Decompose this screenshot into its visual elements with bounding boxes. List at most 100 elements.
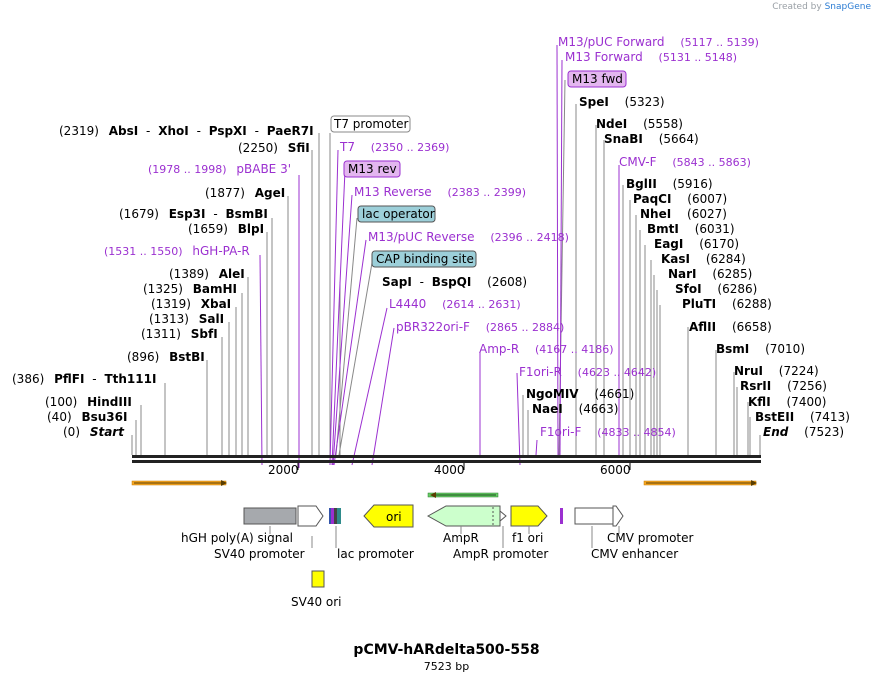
site-ngomiv: NgoMIV (4661) bbox=[526, 387, 634, 401]
t7-mark bbox=[329, 508, 331, 524]
site-sali: (1313) SalI bbox=[149, 312, 224, 326]
site-blpi: (1659) BlpI bbox=[188, 222, 264, 236]
cmv-promoter-shape bbox=[612, 505, 624, 527]
leader-m13puc-forward bbox=[556, 44, 559, 456]
site-sbfi: (1311) SbfI bbox=[141, 327, 218, 341]
site-bstbi: (896) BstBI bbox=[127, 350, 205, 364]
site-end: End (7523) bbox=[763, 425, 844, 439]
feature-leaders bbox=[269, 526, 620, 548]
primer-cmv-f: CMV-F (5843 .. 5863) bbox=[619, 155, 751, 169]
ori-label: ori bbox=[386, 510, 402, 524]
site-naei: NaeI (4663) bbox=[532, 402, 618, 416]
middle-labels: T7 promoter T7 (2350 .. 2369) M13 rev M1… bbox=[330, 115, 676, 439]
site-kfli: KflI (7400) bbox=[748, 395, 826, 409]
tick-label-2000: 2000 bbox=[268, 463, 299, 477]
feature-t7-promoter: T7 promoter bbox=[333, 117, 409, 131]
site-pluti: PluTI (6288) bbox=[682, 297, 772, 311]
site-bglii: BglII (5916) bbox=[626, 177, 713, 191]
site-start: (0) Start bbox=[63, 425, 125, 439]
feature-label-ampr: AmpR bbox=[443, 531, 479, 545]
m13-fwd-box bbox=[567, 70, 627, 88]
primer-l4440: L4440 (2614 .. 2631) bbox=[389, 297, 521, 311]
site-pflfi: (386) PflFI - Tth111I bbox=[12, 372, 156, 386]
site-esp3i: (1679) Esp3I - BsmBI bbox=[119, 207, 268, 221]
strand-arrows bbox=[131, 480, 757, 498]
backbone-bottom-strand bbox=[132, 460, 761, 463]
left-primers: (1978 .. 1998) pBABE 3' (1531 .. 1550) h… bbox=[104, 162, 291, 258]
site-aflii: AflII (6658) bbox=[689, 320, 772, 334]
leader-m13-rev bbox=[331, 169, 346, 466]
feature-label-f1-ori: f1 ori bbox=[512, 531, 543, 545]
leader-m13-forward bbox=[559, 59, 563, 456]
primer-m13puc-reverse: M13/pUC Reverse (2396 .. 2418) bbox=[368, 230, 569, 244]
backbone-top-strand bbox=[132, 455, 761, 458]
feature-label-cmv-promoter: CMV promoter bbox=[607, 531, 694, 545]
site-ndei: NdeI (5558) bbox=[596, 117, 683, 131]
leader-hgh-pa-r bbox=[259, 254, 263, 466]
site-snabi: SnaBI (5664) bbox=[604, 132, 699, 146]
tick-label-6000: 6000 bbox=[600, 463, 631, 477]
primer-m13puc-forward: M13/pUC Forward (5117 .. 5139) bbox=[558, 35, 759, 49]
site-hindiii: (100) HindIII bbox=[45, 395, 132, 409]
leader-m13puc-reverse bbox=[333, 239, 367, 466]
plasmid-name: pCMV-hARdelta500-558 bbox=[353, 642, 540, 658]
credit-prefix: Created by bbox=[772, 2, 822, 12]
features: ori bbox=[243, 504, 624, 588]
leader-t7 bbox=[329, 149, 339, 466]
m13-rev-mark bbox=[331, 508, 334, 524]
sv40-promoter-shape bbox=[297, 505, 324, 527]
feature-label-cmv-enhancer: CMV enhancer bbox=[591, 547, 678, 561]
primer-m13-forward: M13 Forward (5131 .. 5148) bbox=[565, 50, 737, 64]
cap-site-box bbox=[371, 250, 477, 268]
primer-m13-fwd: M13 fwd bbox=[572, 72, 623, 86]
primer-m13-rev: M13 rev bbox=[348, 162, 397, 176]
site-kasi: KasI (6284) bbox=[661, 252, 746, 266]
primer-f1ori-f: F1ori-F (4833 .. 4854) bbox=[540, 425, 676, 439]
primer-m13-reverse: M13 Reverse (2383 .. 2399) bbox=[354, 185, 526, 199]
site-bsmi: BsmI (7010) bbox=[716, 342, 805, 356]
feature-cap-binding-site: CAP binding site bbox=[376, 252, 474, 266]
ampr-shape bbox=[426, 505, 501, 527]
lac-promoter-mark bbox=[337, 508, 341, 524]
site-nhei: NheI (6027) bbox=[640, 207, 727, 221]
feature-lac-operator: lac operator bbox=[362, 207, 435, 221]
primer-t7: T7 (2350 .. 2369) bbox=[339, 140, 449, 154]
site-bmti: BmtI (6031) bbox=[647, 222, 735, 236]
lac-operator-mark bbox=[334, 508, 337, 524]
snapgene-credit: Created by SnapGene bbox=[772, 2, 871, 12]
backbone: 2000 4000 6000 bbox=[132, 455, 761, 477]
lac-operator-box bbox=[357, 205, 436, 223]
hgh-polya-shape bbox=[243, 507, 297, 525]
leader-f1ori-r bbox=[516, 372, 521, 466]
cmv-enhancer-shape bbox=[574, 507, 614, 525]
plasmid-length: 7523 bp bbox=[423, 660, 470, 673]
site-absi: (2319) AbsI - XhoI - PspXI - PaeR7I bbox=[59, 124, 314, 138]
sv40-ori-shape bbox=[311, 570, 325, 588]
feature-label-sv40-promoter: SV40 promoter bbox=[214, 547, 305, 561]
leader-pbr322ori-f bbox=[371, 327, 395, 466]
feature-label-ampr-promoter: AmpR promoter bbox=[453, 547, 548, 561]
feature-label-lac-promoter: lac promoter bbox=[337, 547, 414, 561]
feature-label-hgh-polya: hGH poly(A) signal bbox=[181, 531, 293, 545]
ampr-promoter-shape bbox=[499, 509, 507, 523]
site-sfoi: SfoI (6286) bbox=[675, 282, 757, 296]
site-xbai: (1319) XbaI bbox=[151, 297, 231, 311]
site-bamhi: (1325) BamHI bbox=[143, 282, 237, 296]
site-rsrii: RsrII (7256) bbox=[740, 379, 827, 393]
site-paqci: PaqCI (6007) bbox=[633, 192, 727, 206]
site-bsteii: BstEII (7413) bbox=[755, 410, 850, 424]
primer-f1ori-r: F1ori-R (4623 .. 4642) bbox=[519, 365, 656, 379]
site-spei: SpeI (5323) bbox=[579, 95, 665, 109]
primer-amp-r: Amp-R (4167 .. 4186) bbox=[479, 342, 614, 356]
leader-cap-site bbox=[338, 262, 373, 456]
tick-label-4000: 4000 bbox=[434, 463, 465, 477]
site-nrui: NruI (7224) bbox=[734, 364, 819, 378]
primer-pbabe: (1978 .. 1998) pBABE 3' bbox=[148, 162, 291, 176]
site-bsu36i: (40) Bsu36I bbox=[47, 410, 127, 424]
site-alei: (1389) AleI bbox=[169, 267, 245, 281]
m13-fwd-mark bbox=[560, 508, 563, 524]
right-labels: M13/pUC Forward (5117 .. 5139) M13 Forwa… bbox=[558, 35, 850, 439]
site-sapi: SapI - BspQI (2608) bbox=[382, 275, 527, 289]
leader-f1ori-f bbox=[535, 439, 538, 456]
